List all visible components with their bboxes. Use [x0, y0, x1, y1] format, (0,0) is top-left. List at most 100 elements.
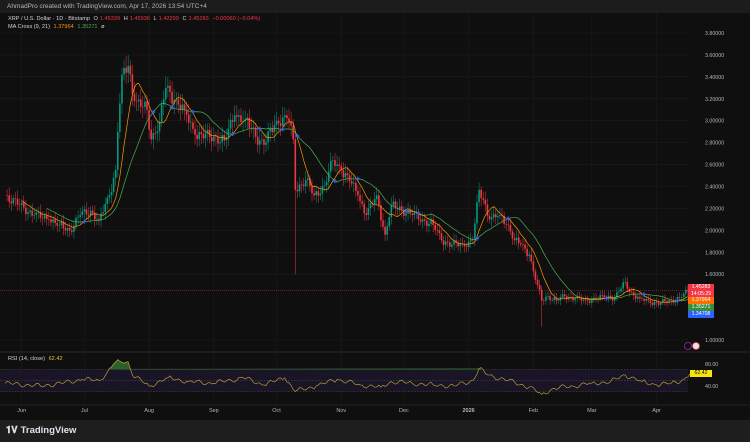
candle-body	[664, 299, 666, 302]
ma-slow-label: 1.35271	[688, 304, 714, 311]
candle-body	[215, 136, 217, 138]
candle-body	[135, 100, 138, 102]
candle-body	[490, 217, 493, 220]
candle-body	[639, 296, 641, 299]
candle-body	[102, 211, 104, 214]
tradingview-logo[interactable]: 𝟏𝐕 TradingView	[6, 425, 77, 436]
candle-body	[325, 181, 328, 186]
candle-body	[672, 300, 675, 303]
candle-body	[258, 140, 261, 145]
low-value: 1.42299	[158, 16, 179, 22]
candle-body	[315, 191, 317, 196]
x-tick-label: 2026	[463, 408, 475, 414]
candle-body	[574, 298, 576, 301]
candle-body	[407, 209, 409, 214]
candle-body	[177, 99, 180, 105]
candle-body	[685, 289, 687, 294]
candle-body	[238, 115, 240, 117]
candle-body	[248, 117, 251, 128]
candle-body	[50, 219, 52, 223]
candle-body	[659, 302, 662, 305]
candle-body	[555, 297, 558, 301]
candle-body	[603, 295, 606, 298]
candle-body	[275, 120, 278, 126]
candle-body	[100, 213, 102, 221]
candle-body	[104, 204, 107, 212]
candle-body	[419, 219, 422, 222]
candle-body	[453, 240, 455, 245]
candle-body	[192, 122, 194, 129]
candle-body	[357, 191, 359, 196]
candle-body	[8, 195, 10, 202]
candle-body	[64, 228, 67, 231]
candle-body	[98, 218, 100, 221]
candle-body	[77, 217, 79, 218]
candle-body	[227, 128, 230, 138]
candle-body	[25, 207, 27, 215]
chart-area[interactable]: 3.80000 3.60000 3.40000 3.20000 3.00000 2.800…	[0, 13, 750, 420]
candle-body	[48, 219, 50, 220]
y-tick-label: 2.80000	[705, 141, 724, 147]
candle-body	[332, 160, 334, 161]
high-value: 1.45936	[129, 16, 150, 22]
candle-body	[388, 217, 391, 227]
candle-body	[570, 296, 572, 298]
candle-body	[543, 300, 545, 302]
candle-body	[142, 106, 144, 108]
rsi-line	[4, 359, 691, 395]
chart-svg[interactable]: 3.80000 3.60000 3.40000 3.20000 3.00000 2.800…	[0, 13, 750, 420]
ma-legend[interactable]: MA Cross (9, 21) 1.37964 1.35271 ø	[8, 24, 107, 30]
candle-body	[198, 132, 201, 140]
ma-cross-marker	[604, 296, 609, 301]
candle-body	[540, 290, 543, 301]
candle-body	[281, 117, 284, 126]
candle-body	[392, 201, 395, 206]
candle-body	[380, 205, 382, 221]
candle-body	[37, 211, 40, 213]
candle-body	[662, 299, 664, 303]
candle-body	[127, 65, 130, 73]
candle-body	[645, 298, 647, 301]
candle-body	[624, 281, 627, 283]
candle-body	[254, 127, 257, 137]
candle-body	[375, 195, 378, 200]
candle-body	[45, 215, 48, 220]
candle-body	[545, 296, 547, 301]
candle-body	[187, 114, 190, 123]
candle-body	[524, 244, 526, 249]
candle-body	[294, 139, 297, 190]
candle-body	[41, 217, 44, 219]
candle-body	[595, 297, 597, 299]
candle-body	[430, 219, 432, 224]
ma-cross-marker	[82, 219, 87, 224]
x-tick-label: Mar	[587, 408, 597, 414]
candle-body	[591, 299, 593, 303]
candle-body	[336, 164, 338, 166]
candle-body	[382, 220, 384, 227]
candle-body	[403, 209, 405, 216]
x-tick-label: Aug	[144, 408, 154, 414]
candle-body	[108, 195, 111, 198]
candle-body	[478, 189, 480, 203]
eye-off-icon[interactable]: ø	[101, 24, 105, 30]
candle-body	[653, 301, 656, 305]
candle-body	[87, 214, 90, 216]
candle-body	[158, 121, 161, 132]
candle-body	[428, 223, 430, 226]
candle-body	[534, 271, 537, 280]
candle-body	[361, 201, 363, 204]
candle-body	[114, 170, 117, 179]
symbol-legend: XRP / U.S. Dollar · 1D · Bitstamp O 1.453…	[8, 16, 261, 22]
candle-body	[618, 291, 620, 293]
y-tick-label: 3.40000	[705, 75, 724, 81]
ma-cross-marker	[403, 209, 408, 214]
candle-body	[415, 212, 418, 214]
candle-body	[181, 104, 184, 111]
candle-body	[292, 125, 295, 140]
candle-body	[526, 248, 528, 257]
candle-body	[307, 178, 309, 180]
candle-body	[279, 123, 282, 126]
candle-body	[152, 133, 155, 140]
candle-body	[643, 298, 645, 301]
candle-body	[607, 295, 610, 298]
